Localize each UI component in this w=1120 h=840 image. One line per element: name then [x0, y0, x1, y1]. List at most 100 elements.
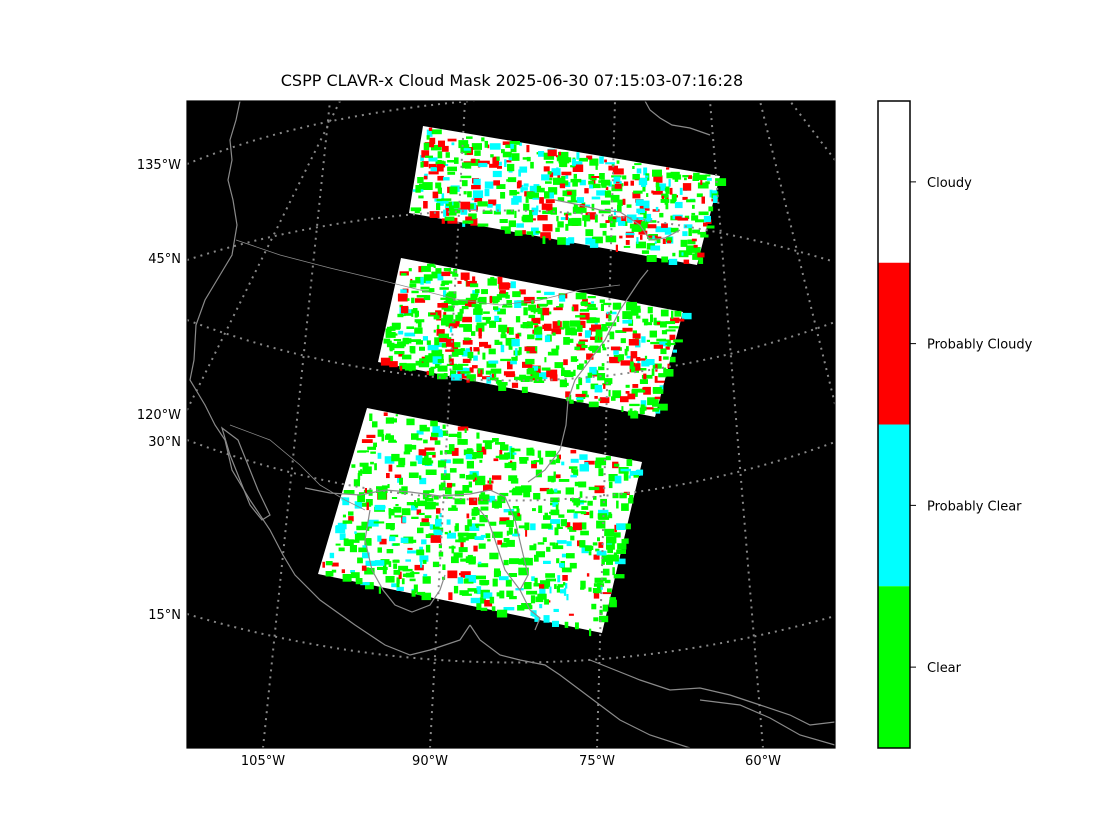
mask-pixel	[424, 454, 429, 462]
mask-pixel	[612, 168, 624, 175]
mask-pixel	[586, 573, 590, 577]
mask-pixel	[478, 335, 482, 339]
mask-pixel	[574, 358, 579, 362]
florida-path	[519, 589, 541, 631]
mask-pixel	[358, 470, 367, 474]
mask-pixel	[593, 590, 600, 599]
mask-pixel	[449, 468, 457, 473]
mask-pixel	[433, 329, 436, 333]
mask-pixel	[460, 175, 472, 179]
mask-pixel	[484, 189, 490, 197]
mask-pixel	[543, 166, 550, 172]
mask-pixel	[537, 307, 547, 315]
mask-pixel	[633, 362, 636, 367]
mask-pixel	[433, 529, 443, 536]
mask-pixel	[625, 240, 630, 245]
mask-pixel	[531, 234, 534, 237]
mask-pixel	[544, 599, 549, 605]
mask-pixel	[655, 182, 660, 188]
mask-pixel	[586, 317, 597, 324]
mask-pixel	[533, 327, 541, 335]
mask-pixel	[467, 519, 472, 527]
figure-title: CSPP CLAVR-x Cloud Mask 2025-06-30 07:15…	[281, 71, 743, 90]
mask-pixel	[605, 220, 610, 223]
mask-pixel	[525, 529, 528, 537]
mask-pixel	[478, 368, 481, 374]
mask-pixel	[455, 539, 466, 543]
mask-pixel	[670, 199, 677, 204]
mask-pixel	[587, 239, 596, 244]
mask-pixel	[394, 474, 402, 478]
mask-pixel	[570, 178, 582, 183]
mask-pixel	[509, 558, 519, 565]
mask-pixel	[542, 307, 550, 316]
mask-pixel	[421, 518, 429, 526]
mask-pixel	[476, 443, 482, 452]
mask-pixel	[570, 195, 576, 201]
mask-pixel	[632, 384, 639, 388]
mask-pixel	[420, 560, 423, 568]
mask-pixel	[512, 506, 519, 509]
mask-pixel	[628, 497, 634, 504]
mask-pixel	[469, 346, 472, 352]
mask-pixel	[411, 309, 414, 317]
mask-pixel	[599, 173, 605, 180]
mask-pixel	[530, 595, 536, 604]
mask-pixel	[525, 196, 529, 203]
mask-pixel	[596, 190, 606, 196]
mask-pixel	[472, 472, 477, 477]
mask-pixel	[594, 486, 600, 491]
mask-pixel	[383, 561, 387, 569]
mask-pixel	[581, 506, 589, 510]
mask-pixel	[431, 488, 435, 493]
mask-pixel	[660, 321, 667, 328]
mask-pixel	[665, 321, 676, 325]
mask-pixel	[446, 482, 453, 488]
mask-pixel	[483, 484, 493, 491]
mask-pixel	[445, 319, 456, 327]
mask-pixel	[322, 561, 325, 568]
mask-pixel	[711, 190, 718, 194]
mask-pixel	[682, 312, 692, 320]
mask-pixel	[615, 244, 618, 252]
mask-pixel	[594, 460, 602, 469]
mask-pixel	[418, 449, 427, 456]
mask-pixel	[656, 237, 661, 244]
mask-pixel	[462, 316, 472, 323]
mask-pixel	[500, 542, 508, 548]
mask-pixel	[489, 143, 501, 150]
mask-pixel	[443, 300, 453, 305]
mask-pixel	[423, 439, 428, 444]
mask-pixel	[683, 259, 690, 264]
mask-pixel	[500, 192, 505, 199]
mask-pixel	[596, 582, 602, 589]
mask-pixel	[521, 216, 529, 221]
mask-pixel	[566, 553, 575, 559]
mask-pixel	[435, 268, 442, 276]
mask-pixel	[579, 179, 586, 186]
mask-pixel	[414, 310, 419, 317]
mask-pixel	[348, 511, 354, 516]
mask-pixel	[389, 536, 396, 542]
mask-pixel	[654, 396, 661, 400]
mask-pixel	[398, 330, 404, 335]
mask-pixel	[419, 475, 422, 480]
mask-pixel	[652, 169, 662, 177]
mask-pixel	[506, 209, 515, 215]
mask-pixel	[686, 199, 696, 203]
mask-pixel	[404, 444, 412, 452]
mask-pixel	[666, 172, 677, 179]
mask-pixel	[438, 551, 444, 557]
mask-pixel	[529, 185, 537, 194]
mask-pixel	[422, 161, 429, 167]
mask-pixel	[400, 289, 407, 293]
mask-pixel	[547, 475, 556, 482]
mask-pixel	[493, 369, 497, 378]
mask-pixel	[521, 485, 532, 492]
mask-pixel	[653, 175, 661, 182]
mask-pixel	[508, 527, 513, 535]
mask-pixel	[484, 140, 488, 148]
mask-pixel	[383, 338, 391, 344]
mask-pixel	[522, 230, 526, 235]
